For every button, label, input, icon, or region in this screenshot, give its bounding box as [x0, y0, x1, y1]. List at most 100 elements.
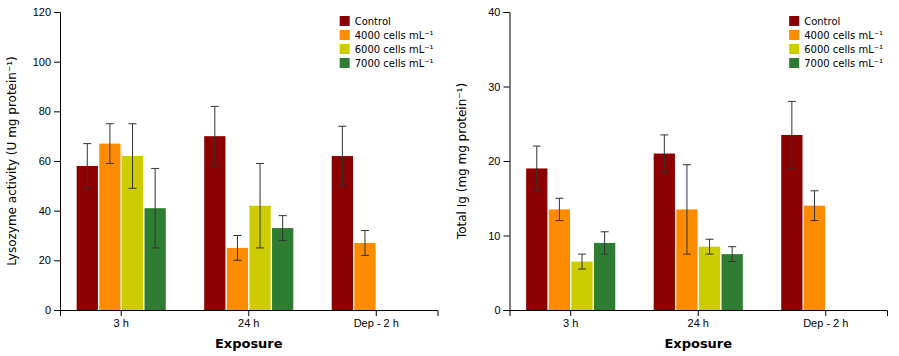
error-bar	[151, 168, 159, 247]
tick-mark	[54, 260, 60, 261]
tick-label: Dep - 2 h	[803, 317, 848, 329]
tick-label: 120	[33, 6, 51, 18]
error-bar	[555, 198, 563, 220]
tick: 0	[45, 304, 60, 316]
error-bar	[533, 146, 541, 191]
legend-item: Control	[789, 16, 840, 27]
legend-item: 6000 cells mL⁻¹	[789, 44, 883, 55]
tick-mark	[54, 161, 60, 162]
error-bar	[338, 126, 346, 186]
bar	[654, 154, 675, 310]
tick-label: 20	[39, 254, 51, 266]
legend-item: 7000 cells mL⁻¹	[789, 58, 883, 69]
tick: 3 h	[114, 310, 129, 329]
tick-mark	[54, 12, 60, 13]
error-bars	[578, 239, 714, 269]
y-axis-title: Lysozyme activity (U mg protein⁻¹)	[5, 56, 19, 266]
error-bars	[151, 168, 287, 247]
legend-swatch	[340, 16, 350, 26]
tick-label: 0	[494, 304, 500, 316]
tick-label: Dep - 2 h	[354, 317, 399, 329]
tick-label: 24 h	[688, 317, 709, 329]
legend-swatch	[789, 44, 799, 54]
tick-mark	[570, 310, 571, 316]
legend-label: Control	[804, 16, 840, 27]
tick: 0	[494, 304, 509, 316]
tick-mark	[698, 310, 699, 316]
tick: Dep - 2 h	[803, 310, 848, 329]
tick-mark	[376, 310, 377, 316]
bar	[804, 206, 825, 310]
bar-series	[594, 243, 743, 310]
error-bar	[211, 106, 219, 166]
error-bar	[660, 135, 668, 172]
tick: 24 h	[238, 310, 259, 329]
legend-label: 6000 cells mL⁻¹	[804, 44, 883, 55]
tick-mark	[504, 87, 510, 88]
error-bars	[601, 232, 737, 262]
bar-series	[571, 247, 720, 310]
tick-mark	[825, 310, 826, 316]
figure: 3 h24 hDep - 2 h020406080100120ExposureL…	[0, 0, 899, 356]
tick-label: 10	[488, 230, 500, 242]
tick-label: 100	[33, 56, 51, 68]
y-axis: 010203040	[488, 6, 510, 316]
legend-item: Control	[340, 16, 391, 27]
tick: 10	[488, 230, 509, 242]
error-bars	[533, 101, 796, 190]
error-bar	[106, 124, 114, 164]
legend-item: 4000 cells mL⁻¹	[340, 30, 434, 41]
tick-label: 3 h	[563, 317, 578, 329]
tick-label: 60	[39, 155, 51, 167]
tick-mark	[504, 236, 510, 237]
tick-label: 0	[45, 304, 51, 316]
error-bar	[601, 232, 609, 254]
y-axis: 0 20 40 60 80 100 120	[33, 6, 61, 316]
error-bar	[728, 247, 736, 262]
legend-item: 7000 cells mL⁻¹	[340, 58, 434, 69]
tick: 100	[33, 56, 60, 68]
legend-item: 6000 cells mL⁻¹	[340, 44, 434, 55]
error-bar	[578, 254, 586, 269]
axis-line	[510, 311, 888, 317]
legend-label: Control	[355, 16, 391, 27]
tick-label: 40	[488, 6, 500, 18]
legend-label: 7000 cells mL⁻¹	[804, 58, 883, 69]
legend-label: 6000 cells mL⁻¹	[355, 44, 434, 55]
legend-swatch	[789, 30, 799, 40]
axis-line	[61, 311, 439, 317]
tick-label: 80	[39, 105, 51, 117]
error-bars	[106, 124, 369, 261]
legend-label: 4000 cells mL⁻¹	[355, 30, 434, 41]
tick: 20	[488, 155, 509, 167]
tick: 24 h	[688, 310, 709, 329]
panel: 3 h 24 h Dep - 2 h 0 20 40 60 80 100 120 Exposure L…	[5, 6, 438, 351]
legend-label: 7000 cells mL⁻¹	[355, 58, 434, 69]
tick-mark	[504, 161, 510, 162]
error-bar	[788, 101, 796, 168]
tick-mark	[54, 310, 60, 311]
tick-mark	[54, 111, 60, 112]
axis-line	[54, 13, 61, 311]
legend-swatch	[789, 16, 799, 26]
bar-series	[99, 144, 375, 310]
error-bars	[129, 124, 265, 248]
y-axis-title: Total Ig (mg mg protein⁻¹)	[455, 83, 469, 240]
tick-label: 20	[488, 155, 500, 167]
x-axis-title: Exposure	[215, 336, 283, 351]
tick: 3 h	[563, 310, 578, 329]
tick-mark	[504, 310, 510, 311]
x-axis: 3 h 24 h Dep - 2 h	[61, 310, 439, 329]
tick: 40	[39, 205, 60, 217]
legend-swatch	[340, 30, 350, 40]
legend: Control 4000 cells mL⁻¹ 6000 cells mL⁻¹ 700…	[340, 16, 434, 69]
bar	[549, 209, 570, 310]
bar	[99, 144, 120, 310]
error-bar	[810, 191, 818, 221]
tick-mark	[504, 12, 510, 13]
bar-series	[145, 208, 294, 310]
error-bar	[129, 124, 137, 189]
error-bar	[256, 163, 264, 247]
tick-mark	[121, 310, 122, 316]
bar	[722, 254, 743, 310]
